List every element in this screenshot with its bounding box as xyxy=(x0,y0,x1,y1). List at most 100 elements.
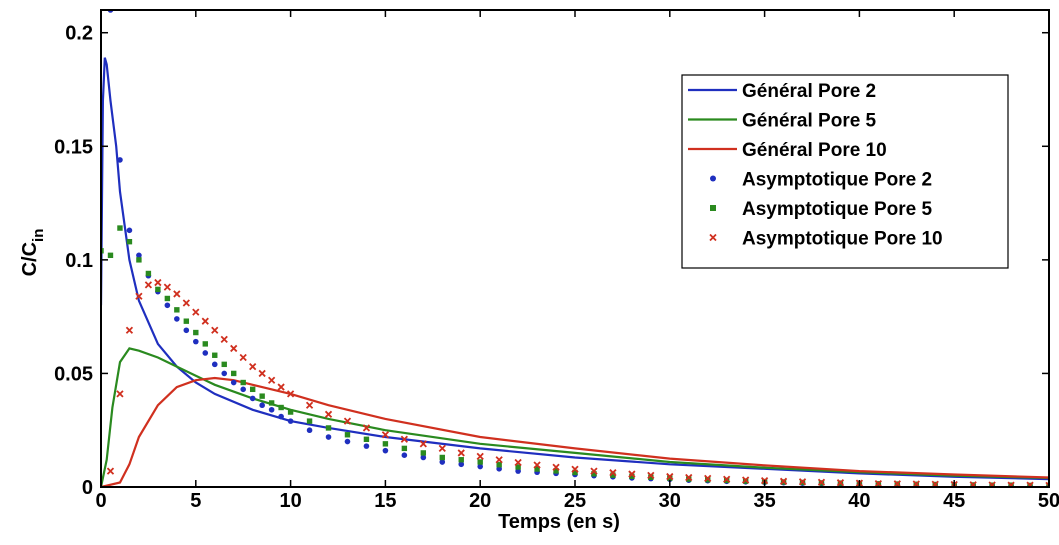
data-point xyxy=(164,295,171,302)
data-point xyxy=(135,292,143,300)
data-point xyxy=(107,252,114,259)
data-point xyxy=(647,471,655,480)
x-tick-label: 25 xyxy=(564,490,586,512)
data-point xyxy=(183,318,190,324)
data-point xyxy=(278,413,284,420)
data-point xyxy=(240,379,246,386)
x-tick-label: 10 xyxy=(279,490,301,512)
series-line xyxy=(101,347,1049,487)
legend: Général Pore 2 Général Pore 5 Général Pore… xyxy=(681,74,1009,269)
data-point xyxy=(381,431,390,439)
data-point xyxy=(268,400,275,406)
data-point xyxy=(259,402,265,409)
data-point xyxy=(1007,481,1015,487)
data-point xyxy=(306,418,313,424)
data-point xyxy=(686,476,692,482)
data-point xyxy=(893,480,901,487)
x-tick-label: 50 xyxy=(1038,490,1059,512)
legend-label: Asymptotique Pore 10 xyxy=(742,229,943,250)
data-point xyxy=(221,361,227,368)
data-point xyxy=(1045,481,1049,487)
data-point xyxy=(382,447,389,454)
legend-label: Général Pore 5 xyxy=(742,111,877,132)
series-2 xyxy=(101,347,1049,487)
data-point xyxy=(439,454,445,461)
data-point xyxy=(202,341,208,347)
y-axis-label: C/Cin xyxy=(19,229,47,277)
data-point xyxy=(609,469,617,477)
data-point xyxy=(401,452,408,459)
legend-symbol xyxy=(710,175,716,182)
data-point xyxy=(259,393,265,399)
data-point xyxy=(325,425,332,431)
data-point xyxy=(571,465,579,473)
series-1 xyxy=(101,57,1049,481)
data-point xyxy=(221,370,228,377)
data-point xyxy=(628,470,636,478)
data-point xyxy=(125,326,134,334)
data-point xyxy=(278,404,284,411)
series-6 xyxy=(106,278,1049,487)
data-point xyxy=(382,441,389,447)
data-point xyxy=(249,386,256,393)
data-point xyxy=(145,270,152,277)
data-point xyxy=(817,478,826,486)
plot-area xyxy=(101,10,1049,487)
x-tick-label: 20 xyxy=(469,490,491,512)
data-point xyxy=(193,329,199,336)
data-point xyxy=(174,316,180,322)
series-3 xyxy=(101,376,1049,487)
data-point xyxy=(106,467,115,475)
series-line xyxy=(101,57,1049,481)
data-point xyxy=(231,370,237,377)
data-point xyxy=(211,361,218,368)
y-axis-label-main: C/C xyxy=(19,242,41,276)
data-point xyxy=(239,353,247,362)
data-point xyxy=(268,406,275,413)
data-point xyxy=(667,475,673,481)
data-point xyxy=(212,352,218,358)
data-point xyxy=(174,307,180,313)
data-point xyxy=(305,401,314,409)
data-point xyxy=(723,475,731,483)
legend-symbol xyxy=(709,233,717,242)
y-tick-label: 0.2 xyxy=(65,23,93,45)
data-point xyxy=(163,283,171,291)
data-point xyxy=(287,418,294,424)
data-point xyxy=(629,473,635,480)
x-tick-label: 45 xyxy=(943,490,965,512)
data-point xyxy=(742,476,750,484)
data-point xyxy=(192,308,200,316)
data-point xyxy=(220,335,228,343)
data-point xyxy=(874,479,882,487)
y-tick-label: 0.05 xyxy=(54,363,93,385)
data-point xyxy=(155,286,161,293)
data-point xyxy=(553,468,559,474)
data-point xyxy=(324,410,333,418)
data-point xyxy=(705,477,711,483)
data-point xyxy=(230,379,237,386)
series-line xyxy=(101,376,1049,487)
data-point xyxy=(401,445,408,452)
data-point xyxy=(458,461,465,468)
data-point xyxy=(590,467,598,475)
y-tick-label: 0.1 xyxy=(65,250,93,272)
x-tick-label: 15 xyxy=(374,490,396,512)
x-tick-label: 5 xyxy=(190,490,201,512)
data-point xyxy=(117,157,123,163)
data-point xyxy=(144,281,153,289)
data-point xyxy=(249,362,257,371)
data-point xyxy=(363,443,370,449)
data-point xyxy=(534,466,540,472)
data-point xyxy=(400,435,408,443)
data-point xyxy=(182,299,190,307)
data-point xyxy=(240,386,246,393)
data-point xyxy=(268,376,276,384)
data-point xyxy=(136,257,142,263)
data-point xyxy=(438,444,446,453)
data-point xyxy=(779,477,788,485)
legend-label: Général Pore 2 xyxy=(742,81,876,102)
y-tick-label: 0.15 xyxy=(54,136,93,158)
data-point xyxy=(164,302,171,309)
data-point xyxy=(126,238,133,245)
